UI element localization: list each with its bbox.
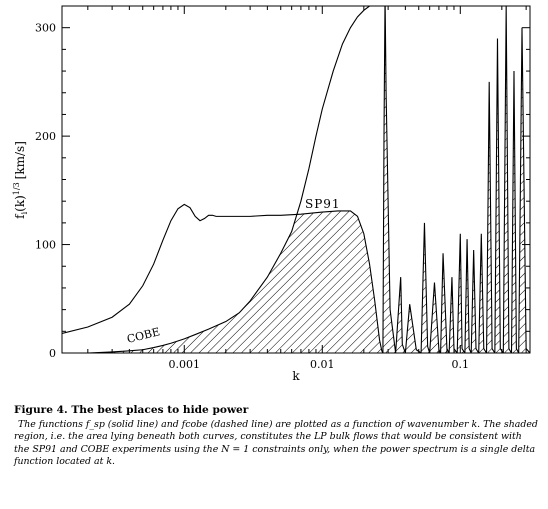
shaded-region bbox=[62, 12, 530, 353]
shaded-area bbox=[62, 12, 530, 353]
y-axis-label-mid: (k) bbox=[13, 195, 27, 212]
y-axis-label-base: f bbox=[13, 213, 27, 219]
caption-body: The functions f_sp (solid line) and fcob… bbox=[14, 419, 538, 468]
curve-label-cobe: COBE bbox=[126, 325, 162, 346]
series-line-sp91 bbox=[62, 6, 530, 353]
series-line-cobe bbox=[62, 6, 378, 353]
x-axis-label: k bbox=[292, 369, 300, 383]
series-layer bbox=[62, 6, 530, 353]
x-tick-label: 0.01 bbox=[310, 358, 335, 371]
curve-label-sp91: SP91 bbox=[305, 197, 341, 211]
y-tick-label: 300 bbox=[35, 22, 56, 35]
y-tick-label: 100 bbox=[35, 239, 56, 252]
chart: 0.001 0.01 0.1 0 100 200 300 SP91 COBE k fi(k)… bbox=[12, 5, 531, 383]
y-axis-label-sup: 1/3 bbox=[12, 182, 21, 195]
x-tick-label: 0.001 bbox=[169, 358, 201, 371]
y-tick-label: 0 bbox=[49, 347, 56, 360]
y-axis-label-sub: i bbox=[20, 211, 29, 214]
y-axis-label-units: [km/s] bbox=[13, 141, 27, 179]
axis-ticks: 0.001 0.01 0.1 0 100 200 300 bbox=[35, 6, 530, 371]
y-tick-label: 200 bbox=[35, 130, 56, 143]
x-tick-label: 0.1 bbox=[452, 358, 470, 371]
figure-caption: Figure 4. The best places to hide power … bbox=[14, 404, 540, 469]
y-axis-label: fi(k)1/3 [km/s] bbox=[12, 141, 29, 219]
caption-title: Figure 4. The best places to hide power bbox=[14, 404, 249, 416]
